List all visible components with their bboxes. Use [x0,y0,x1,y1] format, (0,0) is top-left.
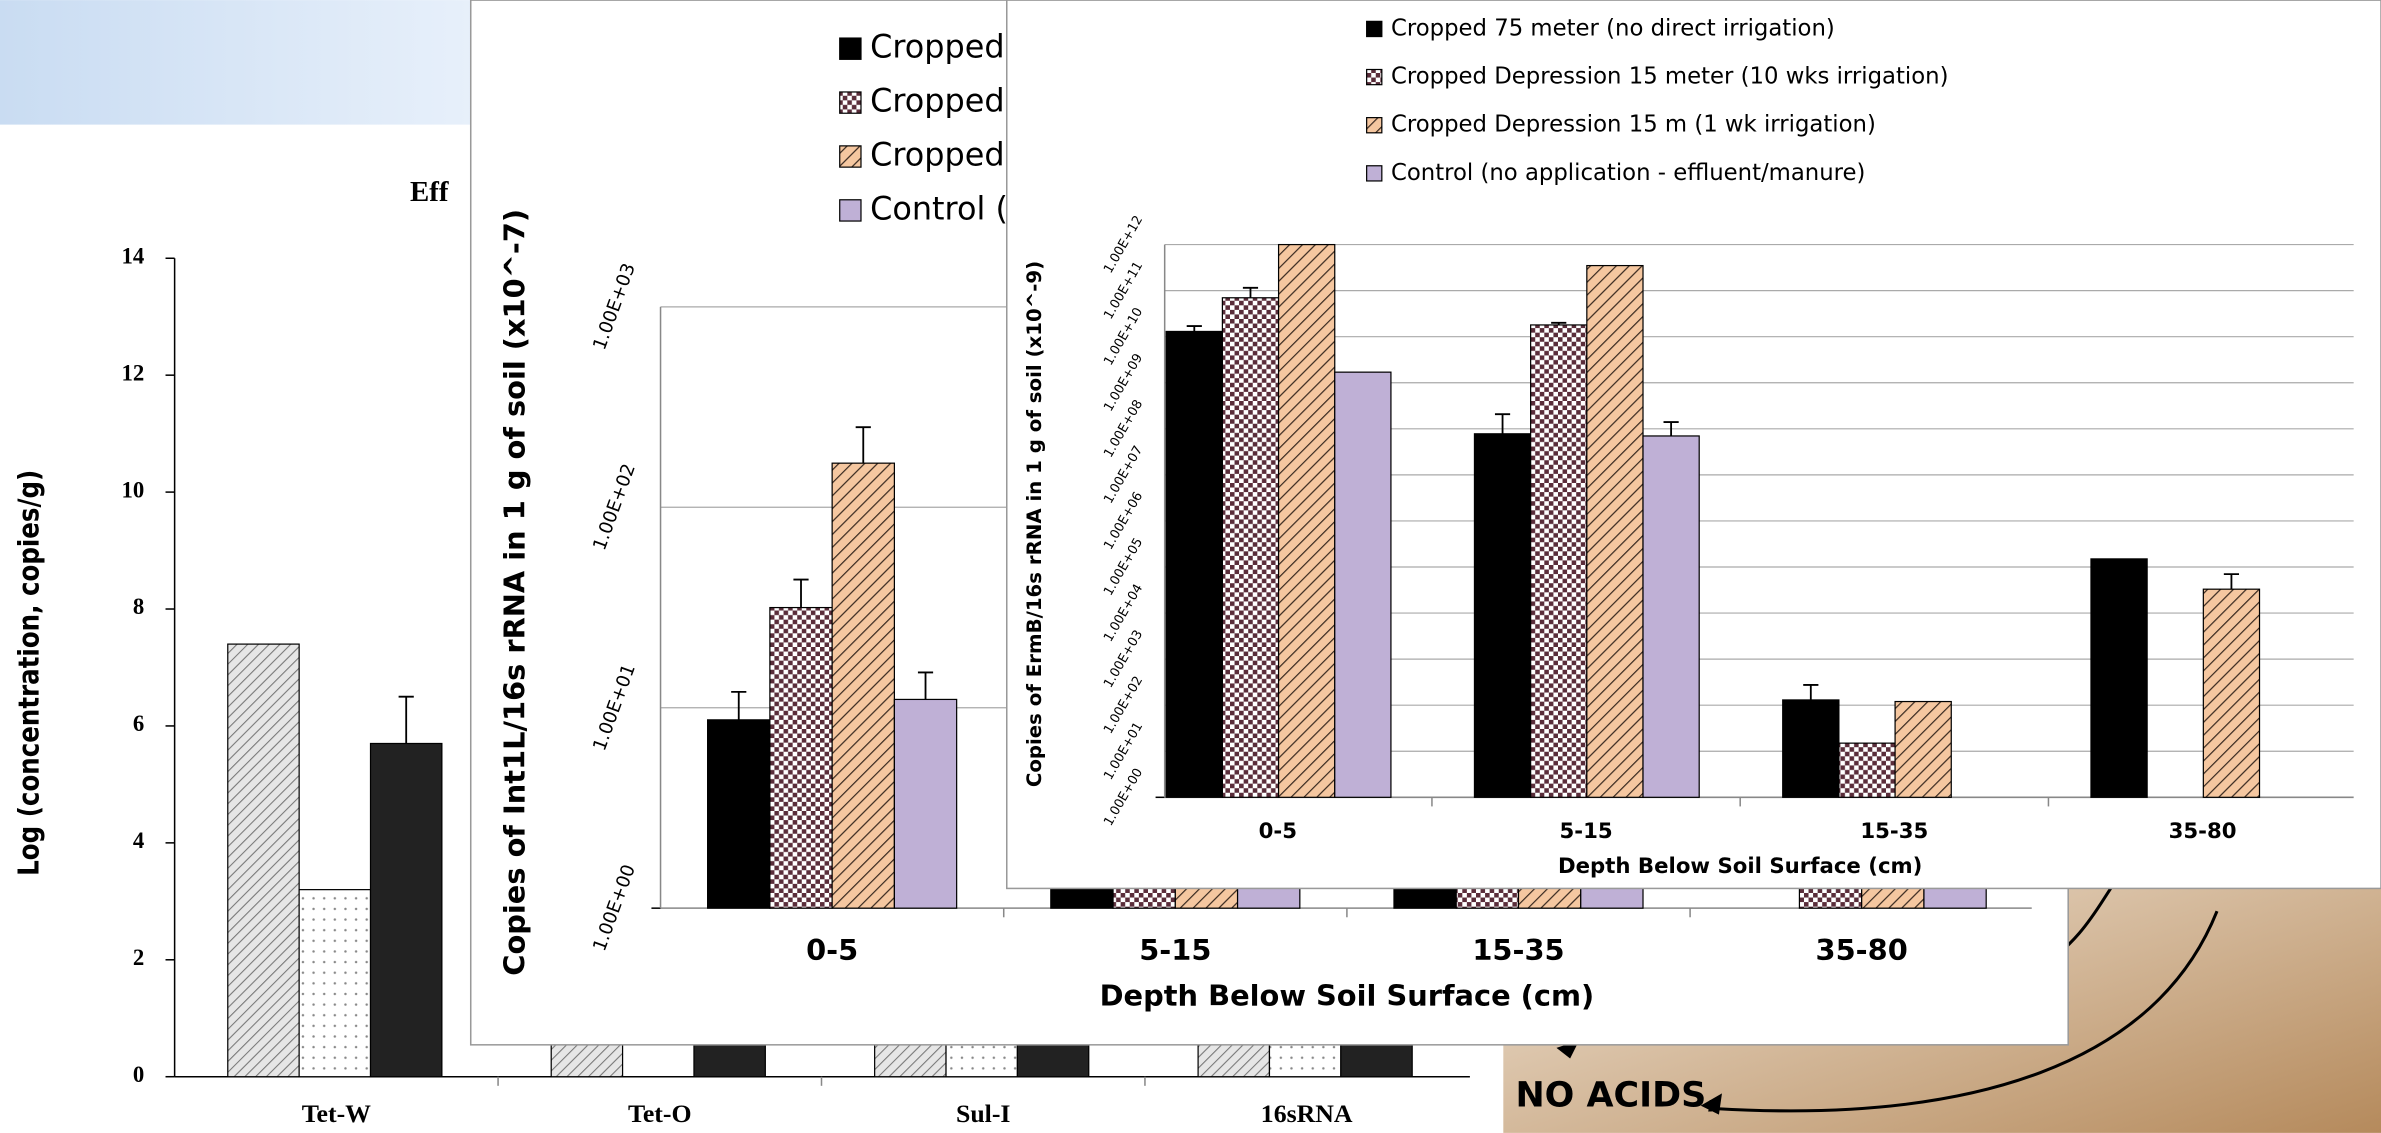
legend-label: Cropped Depression 15 meter (10 wks irri… [1391,64,1949,90]
bar [371,743,442,1076]
y-tick-label: 14 [121,243,144,268]
bar [1895,702,1951,798]
x-tick-label: 35-80 [2169,819,2237,844]
legend-label: Control ( [870,189,1008,227]
x-axis-label: Depth Below Soil Surface (cm) [1558,854,1922,879]
legend-label: Cropped [870,136,1004,174]
bar [894,699,956,908]
y-tick-label: 10 [121,477,144,502]
bar [1531,325,1587,797]
y-tick-label: 2 [133,945,144,970]
legend-label: Cropped [870,82,1004,120]
legend-label: Cropped Depression 15 m (1 wk irrigation… [1391,112,1876,138]
legend-swatch [1367,21,1382,36]
legend-swatch [840,38,861,59]
bar [1839,743,1895,797]
legend-swatch [1367,166,1382,181]
legend-swatch [840,146,861,167]
bar [832,463,894,908]
bar [708,720,770,908]
slide: NO ACIDS, 0 2 4 6 8 10 12 14 Tet-W Tet-O Sul-I 16sR… [0,0,2381,1133]
bar [770,608,832,909]
bar [1587,266,1643,798]
y-tick-label: 8 [133,594,144,619]
x-tick-label: Sul-I [956,1099,1011,1128]
header-band [0,0,501,125]
bar [1222,298,1278,798]
bar [1474,434,1530,798]
x-tick-label: 16sRNA [1261,1099,1353,1128]
legend-label: Cropped 75 meter (no direct irrigation) [1391,15,1835,41]
bar [1335,372,1391,797]
bar [2091,559,2147,797]
y-tick-label: 6 [133,711,144,736]
x-tick-label: 0-5 [1259,819,1297,844]
bar [299,890,370,1077]
x-tick-label: 0-5 [806,933,858,967]
y-tick-label: 0 [133,1062,144,1087]
bar [1783,700,1839,797]
x-tick-label: 15-35 [1472,933,1564,967]
legend-swatch [1367,69,1382,84]
x-tick-label: 5-15 [1139,933,1211,967]
page: NO ACIDS, 0 2 4 6 8 10 12 14 Tet-W Tet-O Sul-I 16sR… [0,0,2381,1133]
bar [2203,589,2259,797]
y-axis-label: Log (concentration, copies/g) [13,470,46,876]
bar [228,644,299,1077]
legend-label: Control (no application - effluent/manur… [1391,160,1865,186]
legend-swatch [840,200,861,221]
x-tick-label: Tet-W [302,1099,371,1128]
legend-label: Cropped [870,28,1004,66]
bar [1279,245,1335,798]
x-tick-label: 35-80 [1816,933,1908,967]
y-tick-label: 4 [133,828,144,853]
bar [1643,436,1699,797]
y-axis-label: Copies of ErmB/16s rRNA in 1 g of soil (… [1023,261,1046,787]
bar [1166,331,1222,797]
legend-swatch [1367,118,1382,133]
x-tick-label: Tet-O [628,1099,692,1128]
y-axis-label: Copies of Int1L/16s rRNA in 1 g of soil … [497,209,531,976]
chart-title: Eff [410,176,449,208]
x-tick-label: 5-15 [1559,819,1612,844]
diagram-label: NO ACIDS, [1515,1075,1719,1115]
x-tick-label: 15-35 [1860,819,1928,844]
y-tick-label: 12 [121,360,144,385]
x-axis-label: Depth Below Soil Surface (cm) [1100,979,1595,1013]
legend-swatch [840,92,861,113]
